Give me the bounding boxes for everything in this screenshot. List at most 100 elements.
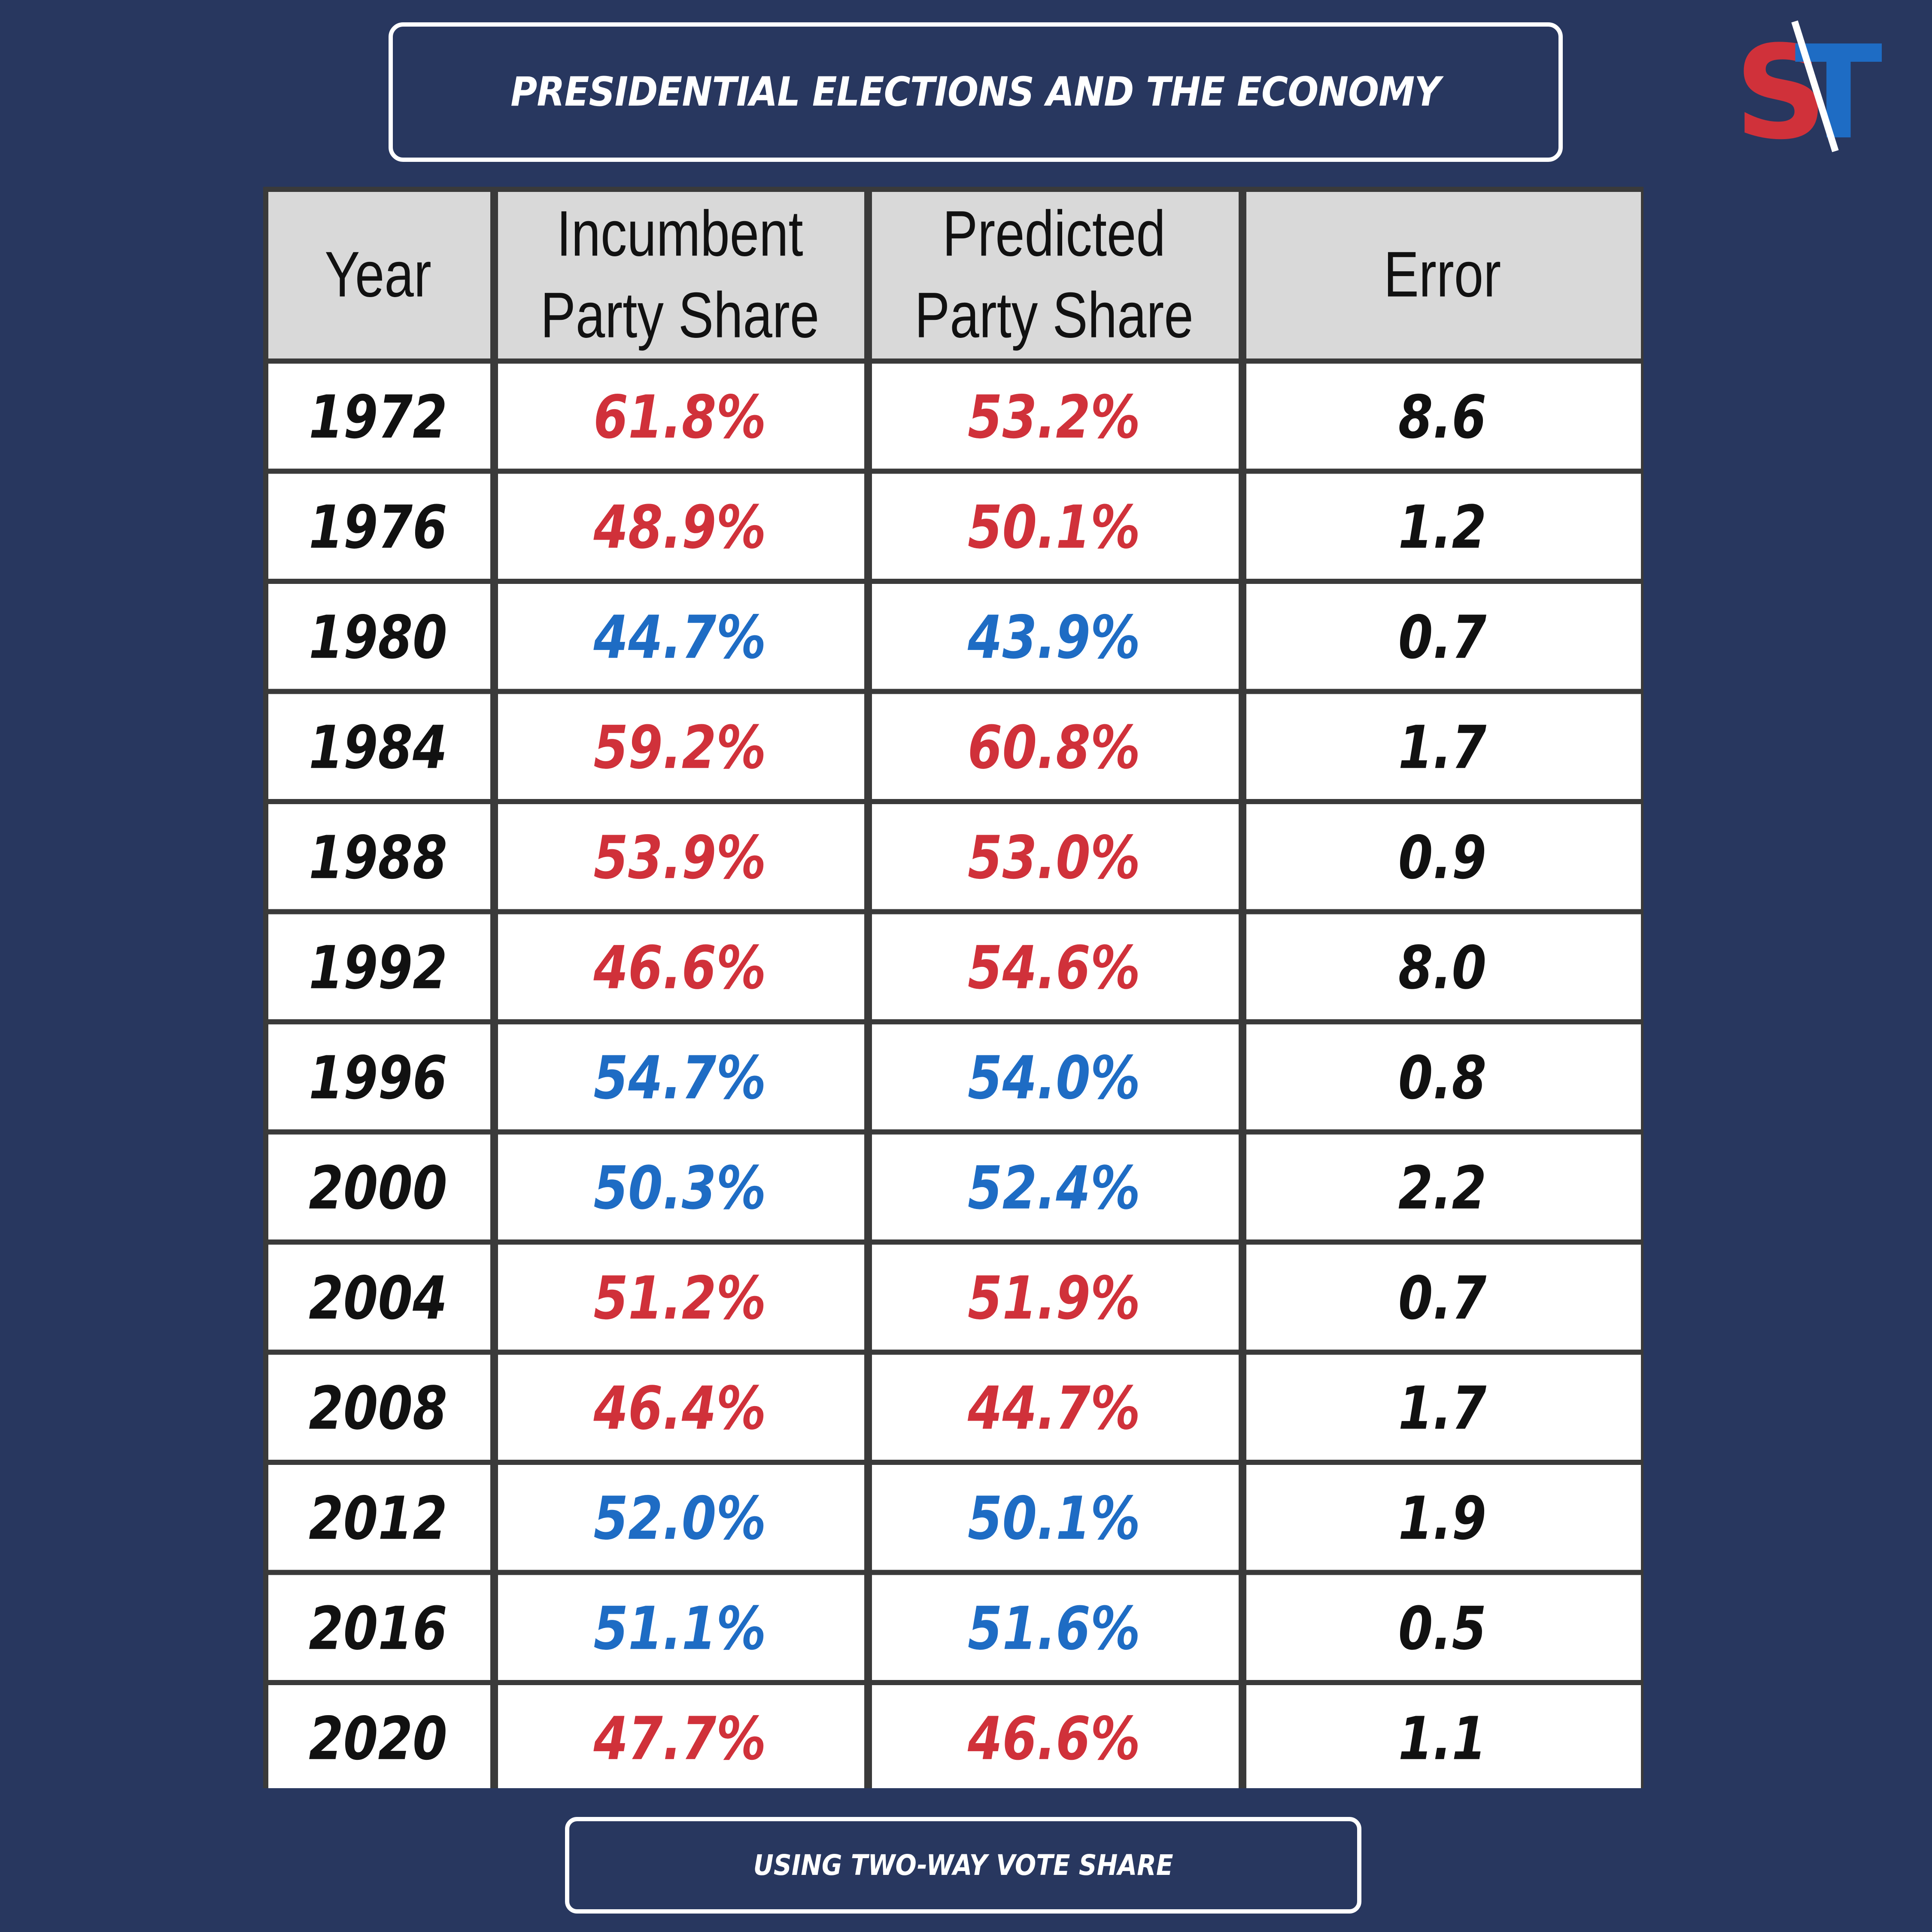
table-cell (498, 694, 864, 799)
incumbent-share-cell: 52.0% (593, 1485, 766, 1553)
incumbent-share-cell: 44.7% (593, 604, 766, 672)
table-cell (498, 914, 864, 1019)
incumbent-share-cell: 53.9% (593, 824, 766, 893)
table-cell (498, 1245, 864, 1350)
table-cell (872, 1355, 1239, 1460)
table-cell (498, 804, 864, 909)
header-cell (498, 192, 864, 358)
predicted-share-cell: 51.9% (968, 1264, 1140, 1333)
incumbent-share-cell: 46.6% (593, 934, 766, 1002)
year-cell: 2008 (309, 1374, 447, 1443)
table-cell (1246, 1465, 1641, 1570)
error-cell: 8.6 (1398, 383, 1486, 452)
column-header-label: Error (1384, 239, 1501, 310)
predicted-share-cell: 53.0% (968, 824, 1140, 893)
table-cell (872, 1465, 1239, 1570)
year-cell: 1988 (309, 824, 447, 893)
table-cell (498, 1685, 864, 1788)
column-header-label: Party Share (541, 279, 819, 351)
predicted-share-cell: 54.0% (968, 1044, 1140, 1113)
incumbent-share-cell: 54.7% (593, 1044, 766, 1113)
column-header-label: Predicted (942, 198, 1166, 270)
logo-letter-t: T (1795, 18, 1883, 155)
error-cell: 1.2 (1398, 493, 1486, 562)
table-cell (1246, 914, 1641, 1019)
year-cell: 1992 (309, 934, 447, 1002)
table-cell (872, 584, 1239, 689)
subtitle: USING TWO-WAY VOTE SHARE (753, 1849, 1173, 1882)
incumbent-share-cell: 48.9% (593, 493, 766, 562)
predicted-share-cell: 51.6% (968, 1595, 1140, 1663)
table-cell (268, 1024, 490, 1130)
table-cell (1246, 364, 1641, 469)
table-cell (268, 1465, 490, 1570)
table-cell (1246, 1134, 1641, 1239)
error-cell: 1.1 (1398, 1705, 1486, 1774)
predicted-share-cell: 44.7% (967, 1374, 1140, 1443)
header-cell (872, 192, 1239, 358)
header-cell (268, 192, 490, 358)
predicted-share-cell: 50.1% (968, 493, 1140, 562)
error-cell: 0.8 (1398, 1044, 1486, 1113)
table-cell (498, 1465, 864, 1570)
year-cell: 2020 (309, 1705, 447, 1774)
table-svg: Year Incumbent Party Share Predicted Party S… (268, 192, 1641, 1788)
error-cell: 1.7 (1398, 714, 1487, 782)
predicted-share-cell: 46.6% (967, 1705, 1140, 1774)
page-title: PRESIDENTIAL ELECTIONS AND THE ECONOMY (510, 69, 1441, 115)
incumbent-share-cell: 51.2% (593, 1264, 766, 1333)
incumbent-share-cell: 50.3% (593, 1154, 766, 1223)
table-cell (268, 1245, 490, 1350)
table-cell (1246, 1355, 1641, 1460)
table-cell (268, 694, 490, 799)
year-cell: 2016 (309, 1595, 447, 1663)
table-cell (1246, 1245, 1641, 1350)
year-cell: 2004 (309, 1264, 447, 1333)
table-cell (268, 804, 490, 909)
incumbent-share-cell: 46.4% (593, 1374, 766, 1443)
predicted-share-cell: 43.9% (967, 604, 1140, 672)
table-cell (1246, 1685, 1641, 1788)
table-cell (268, 1575, 490, 1680)
error-cell: 0.9 (1398, 824, 1486, 893)
year-cell: 1976 (309, 493, 447, 562)
table-cell (872, 914, 1239, 1019)
table-cell (872, 1245, 1239, 1350)
table-cell (1246, 1024, 1641, 1130)
year-cell: 1984 (309, 714, 447, 782)
year-cell: 1972 (309, 383, 447, 452)
table-cell (1246, 1575, 1641, 1680)
table-cell (872, 1575, 1239, 1680)
table-cell (268, 584, 490, 689)
table-cell (1246, 584, 1641, 689)
column-header-label: Year (325, 239, 431, 310)
year-cell: 2000 (309, 1154, 447, 1223)
table-cell (498, 1575, 864, 1680)
error-cell: 0.5 (1398, 1595, 1486, 1663)
table-cell (268, 1355, 490, 1460)
table-cell (498, 1355, 864, 1460)
title-box: PRESIDENTIAL ELECTIONS AND THE ECONOMY (389, 22, 1563, 162)
table-cell (268, 364, 490, 469)
error-cell: 1.7 (1398, 1374, 1487, 1443)
predicted-share-cell: 60.8% (968, 714, 1140, 782)
incumbent-share-cell: 59.2% (593, 714, 766, 782)
incumbent-share-cell: 51.1% (593, 1595, 766, 1663)
error-cell: 0.7 (1398, 1264, 1487, 1333)
table-cell (498, 474, 864, 579)
table-cell (268, 1685, 490, 1788)
year-cell: 2012 (309, 1485, 447, 1553)
table-cell (268, 1134, 490, 1239)
table-cell (268, 914, 490, 1019)
logo-slash (1791, 20, 1839, 152)
table-cell (498, 1024, 864, 1130)
table-cell (872, 364, 1239, 469)
header-cell (1246, 192, 1641, 358)
table-cell (872, 694, 1239, 799)
table-cell (872, 1024, 1239, 1130)
error-cell: 8.0 (1398, 934, 1486, 1002)
table-cell (872, 1134, 1239, 1239)
column-header-label: Incumbent (556, 198, 803, 270)
predicted-share-cell: 53.2% (968, 383, 1140, 452)
table-cell (498, 584, 864, 689)
